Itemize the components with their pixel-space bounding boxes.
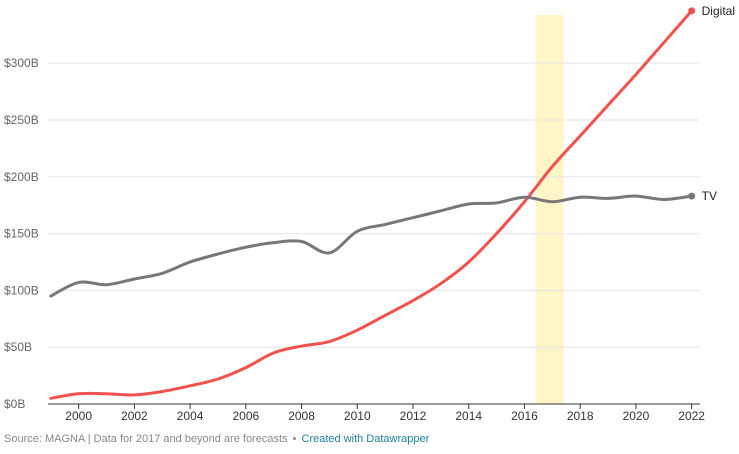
- y-tick-label: $100B: [4, 283, 39, 297]
- series-end-point-tv: [688, 192, 696, 200]
- series-label-digital: Digital: [702, 4, 735, 18]
- y-tick-label: $200B: [4, 170, 39, 184]
- series-label-layer: Digital TV: [702, 4, 735, 203]
- x-tick-label: 2012: [400, 409, 427, 423]
- datawrapper-credit-link[interactable]: Created with Datawrapper: [301, 433, 430, 445]
- x-tick-label: 2002: [121, 409, 148, 423]
- series-layer: [49, 7, 696, 400]
- y-tick-label: $300B: [4, 56, 39, 70]
- y-tick-label: $50B: [4, 340, 32, 354]
- series-label-tv: TV: [702, 189, 717, 203]
- axis-layer: $0B $50B $100B $150B $200B $250B $300B 2000 2002…: [4, 56, 705, 423]
- grid-layer: [48, 62, 700, 405]
- forecast-highlight-band: [535, 15, 564, 404]
- x-tick-label: 2008: [288, 409, 315, 423]
- chart-footer: Source: MAGNA | Data for 2017 and beyond…: [4, 433, 429, 445]
- line-chart: $0B $50B $100B $150B $200B $250B $300B 2000 2002…: [4, 4, 735, 423]
- y-tick-label: $150B: [4, 227, 39, 241]
- y-tick-label: $250B: [4, 113, 39, 127]
- highlight-band-layer: [535, 15, 564, 404]
- series-end-point-digital: [688, 7, 696, 15]
- footer-separator: •: [292, 433, 297, 445]
- x-tick-label: 2010: [344, 409, 371, 423]
- x-tick-label: 2004: [177, 409, 204, 423]
- x-tick-label: 2018: [567, 409, 594, 423]
- x-tick-label: 2000: [65, 409, 92, 423]
- series-line-tv: [49, 194, 694, 298]
- x-tick-label: 2020: [623, 409, 650, 423]
- x-tick-label: 2022: [678, 409, 705, 423]
- source-note: Source: MAGNA | Data for 2017 and beyond…: [4, 433, 288, 445]
- x-tick-label: 2016: [511, 409, 538, 423]
- y-tick-label: $0B: [4, 397, 25, 411]
- x-tick-label: 2006: [232, 409, 259, 423]
- series-line-digital: [49, 9, 694, 400]
- x-tick-label: 2014: [455, 409, 482, 423]
